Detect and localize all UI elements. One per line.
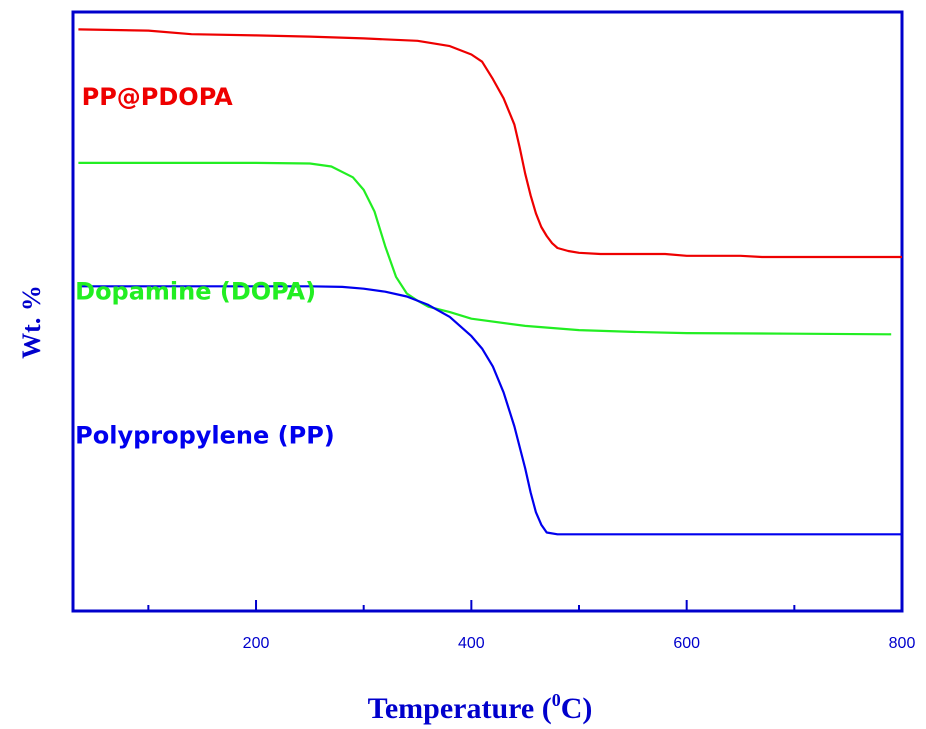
x-axis-ticks <box>147 600 903 611</box>
x-tick-label: 800 <box>889 635 916 652</box>
x-tick-label: 600 <box>673 635 700 652</box>
x-axis-title-text: Temperature ( <box>368 692 552 725</box>
x-tick-label: 200 <box>243 635 270 652</box>
x-axis-title: Temperature (0C) <box>368 690 593 725</box>
series-line-pp-pdopa <box>78 28 902 259</box>
series-label-dopamine: Dopamine (DOPA) <box>75 278 316 306</box>
x-axis-tick-labels: 200 400 600 800 <box>243 635 916 652</box>
series-labels: PP@PDOPA Dopamine (DOPA) Polypropylene (PP… <box>75 83 335 449</box>
x-axis-title-unit: C) <box>561 692 593 725</box>
series-line-dopamine <box>78 161 892 336</box>
series-label-polypropylene: Polypropylene (PP) <box>75 421 335 449</box>
series-line-polypropylene <box>78 285 902 536</box>
series-label-pp-pdopa: PP@PDOPA <box>82 83 233 111</box>
x-axis-title-superscript: 0 <box>552 690 561 710</box>
plot-frame <box>71 10 904 613</box>
series-lines <box>78 28 902 536</box>
y-axis-title: Wt. % <box>17 285 46 359</box>
x-tick-label: 400 <box>458 635 485 652</box>
